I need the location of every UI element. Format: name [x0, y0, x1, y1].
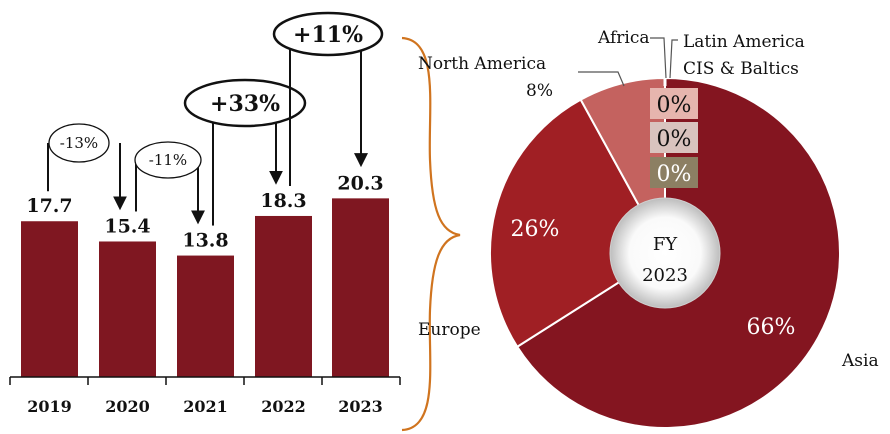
pct-box-latin-america [650, 122, 698, 153]
pct-label-latin-america: 0% [657, 127, 692, 152]
region-labels: North America 8% Africa Latin America CIS & … [418, 28, 879, 371]
bar-2021 [177, 255, 234, 377]
annotation-label-2023: +11% [293, 22, 363, 48]
bar-2022 [255, 215, 312, 377]
leader-africa [650, 37, 667, 79]
center-label-fy: FY [653, 234, 678, 255]
bar-2023 [332, 198, 389, 377]
region-pct-north-america: 8% [526, 81, 553, 101]
bar-value-label-2019: 17.7 [26, 195, 72, 217]
center-label-year: 2023 [642, 265, 688, 286]
slice-europe [489, 98, 667, 349]
bar-value-label-2023: 20.3 [337, 172, 383, 194]
x-tick-label-2021: 2021 [183, 397, 228, 416]
bar-chart: 17.7 2019 15.4 2020 13.8 2021 18.3 2022 20.3 2023 [9, 172, 401, 416]
donut-chart: FY 2023 66% 26% 0% 0% 0% [489, 76, 841, 429]
annotation-bubble [134, 141, 202, 179]
x-tick-label-2022: 2022 [261, 397, 306, 416]
region-label-north-america: North America [418, 54, 546, 74]
annotation-label-2021: -11% [149, 151, 187, 169]
bar-value-label-2020: 15.4 [104, 215, 150, 237]
change-annotations: -13% -11% +33% +11% [47, 11, 384, 226]
pct-label-europe: 26% [511, 217, 560, 242]
bar-2020 [99, 241, 156, 377]
pct-box-cis-baltics [650, 157, 698, 188]
annotation-label-2020: -13% [60, 134, 98, 152]
annotation-bubble [272, 11, 384, 57]
bar-2019 [21, 221, 78, 377]
region-label-cis-baltics: CIS & Baltics [683, 59, 799, 79]
x-tick-label-2020: 2020 [105, 397, 150, 416]
pct-label-cis-baltics: 0% [657, 162, 692, 187]
region-label-africa: Africa [597, 28, 650, 48]
pct-label-asia: 66% [747, 315, 796, 340]
bar-value-label-2021: 13.8 [182, 230, 228, 252]
leader-latin-america [669, 39, 678, 79]
donut-center [609, 197, 721, 309]
region-label-europe: Europe [418, 320, 481, 340]
pct-box-africa [650, 88, 698, 119]
leader-north-america [578, 71, 625, 87]
curly-brace [401, 36, 461, 432]
x-tick-label-2023: 2023 [338, 397, 383, 416]
annotation-bubble [48, 123, 110, 163]
region-label-latin-america: Latin America [683, 32, 805, 52]
annotation-bubble [183, 78, 307, 128]
annotation-label-2022: +33% [210, 91, 280, 117]
bar-value-label-2022: 18.3 [260, 190, 306, 212]
x-tick-label-2019: 2019 [27, 397, 72, 416]
pct-label-africa: 0% [657, 93, 692, 118]
region-label-asia: Asia [841, 351, 879, 371]
